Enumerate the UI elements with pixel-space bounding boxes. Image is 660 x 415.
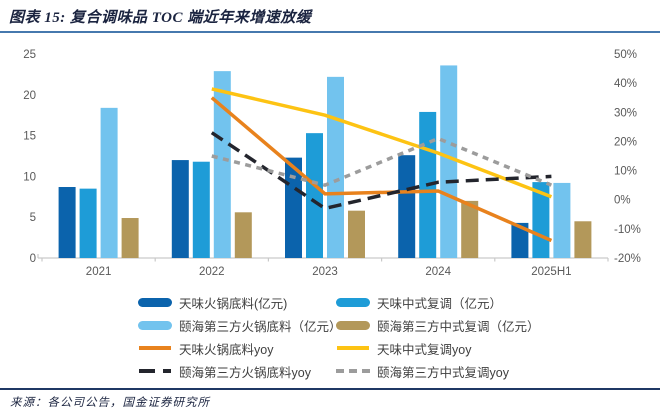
x-axis-category-label: 2021 <box>86 266 112 278</box>
right-axis-tick-label: -10% <box>614 224 641 236</box>
right-axis-tick-label: -20% <box>614 253 641 265</box>
legend-item-yihai-hotpot-yoy: 颐海第三方火锅底料yoy <box>138 363 336 380</box>
legend-swatch-dark-blue-icon <box>138 297 172 307</box>
source-note: 来源：各公司公告，国金证券研究所 <box>10 397 210 409</box>
bar-天味火锅底料(亿元)-2025H1 <box>511 222 529 258</box>
line-颐海第三方中式复调yoy <box>211 136 553 187</box>
legend-label: 天味中式复调yoy <box>377 342 472 357</box>
left-axis-tick-label: 20 <box>23 90 36 102</box>
legend-label: 颐海第三方火锅底料（亿元） <box>179 319 342 334</box>
legend-label: 天味火锅底料yoy <box>179 342 274 357</box>
bar-天味火锅底料(亿元)-2021 <box>58 187 76 258</box>
legend-item-yihai-chinese-rev: 颐海第三方中式复调（亿元） <box>336 317 638 334</box>
line-天味火锅底料yoy <box>210 96 553 243</box>
x-axis-category-label: 2023 <box>312 266 338 278</box>
x-axis-category-label: 2022 <box>199 266 225 278</box>
legend-label: 颐海第三方中式复调yoy <box>377 365 509 380</box>
bar-颐海第三方中式复调（亿元）-2022 <box>234 212 252 258</box>
bar-颐海第三方中式复调（亿元）-2025H1 <box>574 221 592 258</box>
left-axis-tick-label: 0 <box>30 253 36 265</box>
legend-item-tianwei-hotpot-rev: 天味火锅底料(亿元) <box>138 294 336 311</box>
legend-item-tianwei-hotpot-yoy: 天味火锅底料yoy <box>138 340 336 357</box>
footer-divider <box>0 388 660 390</box>
legend-label: 天味中式复调（亿元） <box>377 296 503 311</box>
legend-label: 颐海第三方火锅底料yoy <box>179 365 311 380</box>
right-axis-tick-label: 30% <box>614 107 637 119</box>
right-axis-tick-label: 10% <box>614 166 637 178</box>
legend-black-dash-icon <box>139 369 171 373</box>
bar-颐海第三方火锅底料（亿元）-2022 <box>213 71 231 258</box>
legend-label: 颐海第三方中式复调（亿元） <box>377 319 540 334</box>
bar-颐海第三方中式复调（亿元）-2021 <box>121 218 139 258</box>
combo-chart: 0 5 10 15 20 25 -20% -10% 0% 10% 20% 30% 40% 50% 2021 2… <box>23 49 641 278</box>
x-axis-category-label: 2025H1 <box>531 266 571 278</box>
left-axis-tick-label: 5 <box>30 212 36 224</box>
right-axis-tick-label: 20% <box>614 136 637 148</box>
x-axis-category-label: 2024 <box>425 266 451 278</box>
chart-legend: 天味火锅底料(亿元) 天味中式复调（亿元） 颐海第三方火锅底料（亿元） 颐海第三… <box>138 294 638 380</box>
legend-orange-line-icon <box>139 346 171 350</box>
legend-swatch-light-blue-icon <box>138 320 172 330</box>
bar-天味中式复调（亿元）-2023 <box>306 133 323 258</box>
left-axis-tick-label: 25 <box>23 49 36 61</box>
left-axis-tick-label: 15 <box>23 131 36 143</box>
legend-item-yihai-chinese-yoy: 颐海第三方中式复调yoy <box>336 363 638 380</box>
right-axis-tick-label: 50% <box>614 49 637 61</box>
figure-title: 图表 15: 复合调味品 TOC 端近年来增速放缓 <box>9 10 312 26</box>
bar-颐海第三方火锅底料（亿元）-2024 <box>440 65 458 258</box>
bar-颐海第三方火锅底料（亿元）-2023 <box>327 76 344 259</box>
bar-颐海第三方中式复调（亿元）-2023 <box>348 210 365 258</box>
legend-item-yihai-hotpot-rev: 颐海第三方火锅底料（亿元） <box>138 317 342 334</box>
legend-gray-dash-icon <box>336 369 370 373</box>
legend-label: 天味火锅底料(亿元) <box>179 296 288 311</box>
legend-swatch-medium-blue-icon <box>336 297 370 307</box>
bar-颐海第三方中式复调（亿元）-2024 <box>461 200 479 258</box>
legend-swatch-tan-icon <box>336 320 370 330</box>
bar-天味中式复调（亿元）-2021 <box>79 188 97 258</box>
bar-天味火锅底料(亿元)-2022 <box>171 160 189 258</box>
bar-天味中式复调（亿元）-2022 <box>192 161 210 258</box>
right-axis-tick-label: 40% <box>614 78 637 90</box>
chart-area: 0 5 10 15 20 25 -20% -10% 0% 10% 20% 30% 40% 50% 2021 2… <box>0 34 660 282</box>
legend-item-tianwei-chinese-yoy: 天味中式复调yoy <box>336 340 638 357</box>
legend-item-tianwei-chinese-rev: 天味中式复调（亿元） <box>336 294 638 311</box>
legend-yellow-line-icon <box>337 346 369 350</box>
bar-天味火锅底料(亿元)-2024 <box>398 155 416 258</box>
right-axis-tick-label: 0% <box>614 195 631 207</box>
line-天味中式复调yoy <box>211 87 553 199</box>
left-axis-tick-label: 10 <box>23 171 36 183</box>
line-颐海第三方火锅底料yoy <box>210 131 552 211</box>
bar-颐海第三方火锅底料（亿元）-2021 <box>100 107 118 258</box>
bar-颐海第三方火锅底料（亿元）-2025H1 <box>553 182 571 258</box>
title-divider <box>0 31 660 33</box>
